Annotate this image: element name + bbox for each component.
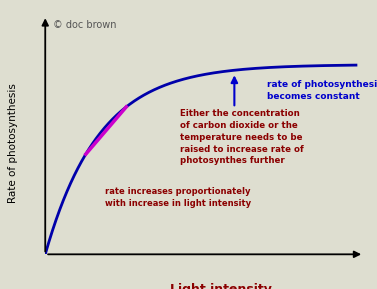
Text: Either the concentration
of carbon dioxide or the
temperature needs to be
raised: Either the concentration of carbon dioxi… <box>180 109 304 165</box>
Text: Light intensity: Light intensity <box>170 283 272 289</box>
Text: © doc brown: © doc brown <box>54 20 117 30</box>
Text: rate of photosynthesis
becomes constant: rate of photosynthesis becomes constant <box>267 80 377 101</box>
Text: rate increases proportionately
with increase in light intensity: rate increases proportionately with incr… <box>105 187 251 208</box>
Text: Rate of photosynthesis: Rate of photosynthesis <box>8 83 18 203</box>
